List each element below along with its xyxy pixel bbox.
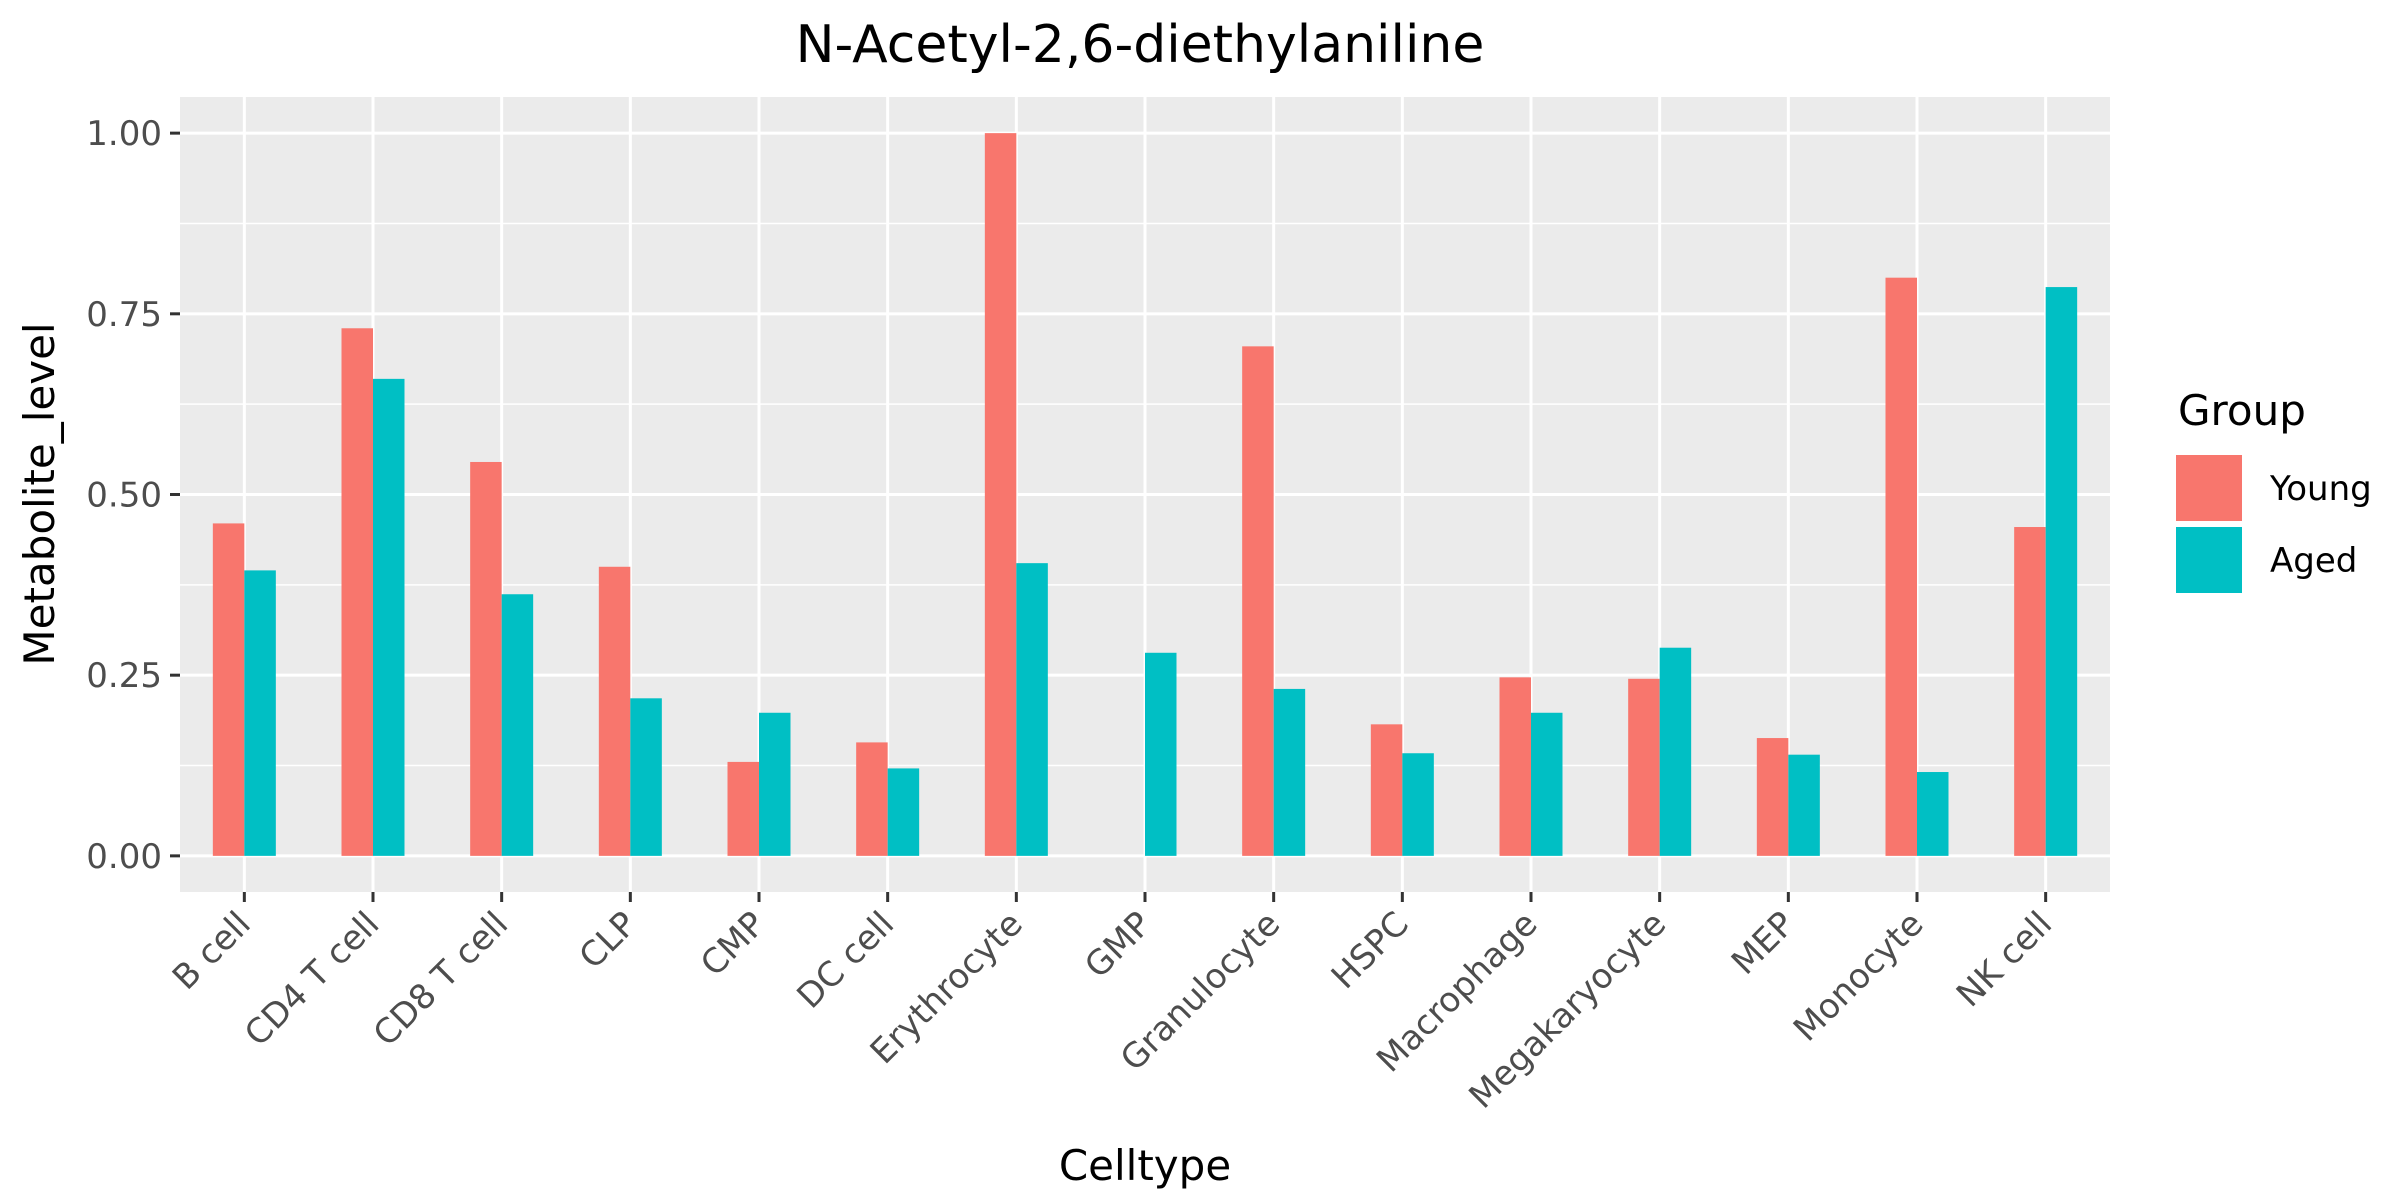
legend-label-aged: Aged — [2270, 541, 2357, 581]
bar-aged — [373, 378, 405, 856]
chart-title: N-Acetyl-2,6-diethylaniline — [796, 15, 1485, 75]
bar-young — [2014, 527, 2046, 856]
bar-young — [341, 328, 373, 856]
x-tick-label: CD8 T cell — [366, 904, 516, 1054]
bar-young — [212, 523, 245, 856]
bar-aged — [1917, 772, 1949, 856]
bar-young — [1885, 277, 1917, 856]
x-tick-label: CLP — [572, 904, 645, 977]
x-tick-label: B cell — [165, 904, 259, 998]
bar-young — [470, 461, 502, 856]
legend-title: Group — [2178, 386, 2306, 435]
x-tick-label: CD4 T cell — [237, 904, 387, 1054]
legend-label-young: Young — [2269, 469, 2372, 509]
x-tick-label: MEP — [1724, 904, 1803, 983]
bars — [212, 133, 2078, 856]
x-tick-label: Monocyte — [1786, 904, 1931, 1049]
bar-aged — [1145, 652, 1177, 856]
bar-young — [856, 742, 888, 856]
bar-young — [984, 133, 1017, 856]
x-tick-label: NK cell — [1949, 904, 2060, 1015]
bar-aged — [1402, 753, 1434, 856]
legend-key-young — [2176, 455, 2242, 521]
bar-aged — [244, 570, 276, 856]
bar-aged — [1659, 647, 1692, 856]
bar-aged — [1531, 712, 1563, 856]
y-tick-label: 0.50 — [86, 476, 162, 516]
bar-young — [1628, 678, 1660, 856]
y-tick-label: 0.00 — [86, 837, 162, 877]
bar-aged — [759, 712, 791, 856]
bar-aged — [1273, 688, 1306, 856]
x-tick-label: HSPC — [1324, 904, 1417, 997]
x-axis-title: Celltype — [1059, 1141, 1231, 1190]
bar-young — [598, 566, 631, 856]
bar-young — [1499, 677, 1531, 856]
y-axis-title: Metabolite_level — [15, 322, 64, 665]
bar-aged — [630, 698, 662, 856]
y-tick-label: 1.00 — [86, 114, 162, 154]
x-tick-label: GMP — [1077, 904, 1159, 986]
y-tick-label: 0.75 — [86, 295, 162, 335]
bar-young — [1756, 738, 1789, 856]
bar-aged — [1788, 754, 1820, 856]
legend-key-aged — [2176, 527, 2242, 593]
y-axis: 0.00 0.25 0.50 0.75 1.00 — [86, 114, 180, 877]
legend: Group Young Aged — [2176, 386, 2372, 593]
y-tick-label: 0.25 — [86, 656, 162, 696]
bar-aged — [2045, 287, 2078, 856]
x-tick-label: CMP — [693, 904, 773, 984]
bar-young — [1370, 724, 1403, 856]
bar-aged — [501, 594, 534, 856]
bar-young — [1242, 346, 1274, 856]
bar-aged — [1016, 563, 1048, 856]
bar-young — [727, 761, 759, 856]
bar-aged — [887, 768, 920, 856]
x-tick-label: DC cell — [789, 904, 902, 1017]
